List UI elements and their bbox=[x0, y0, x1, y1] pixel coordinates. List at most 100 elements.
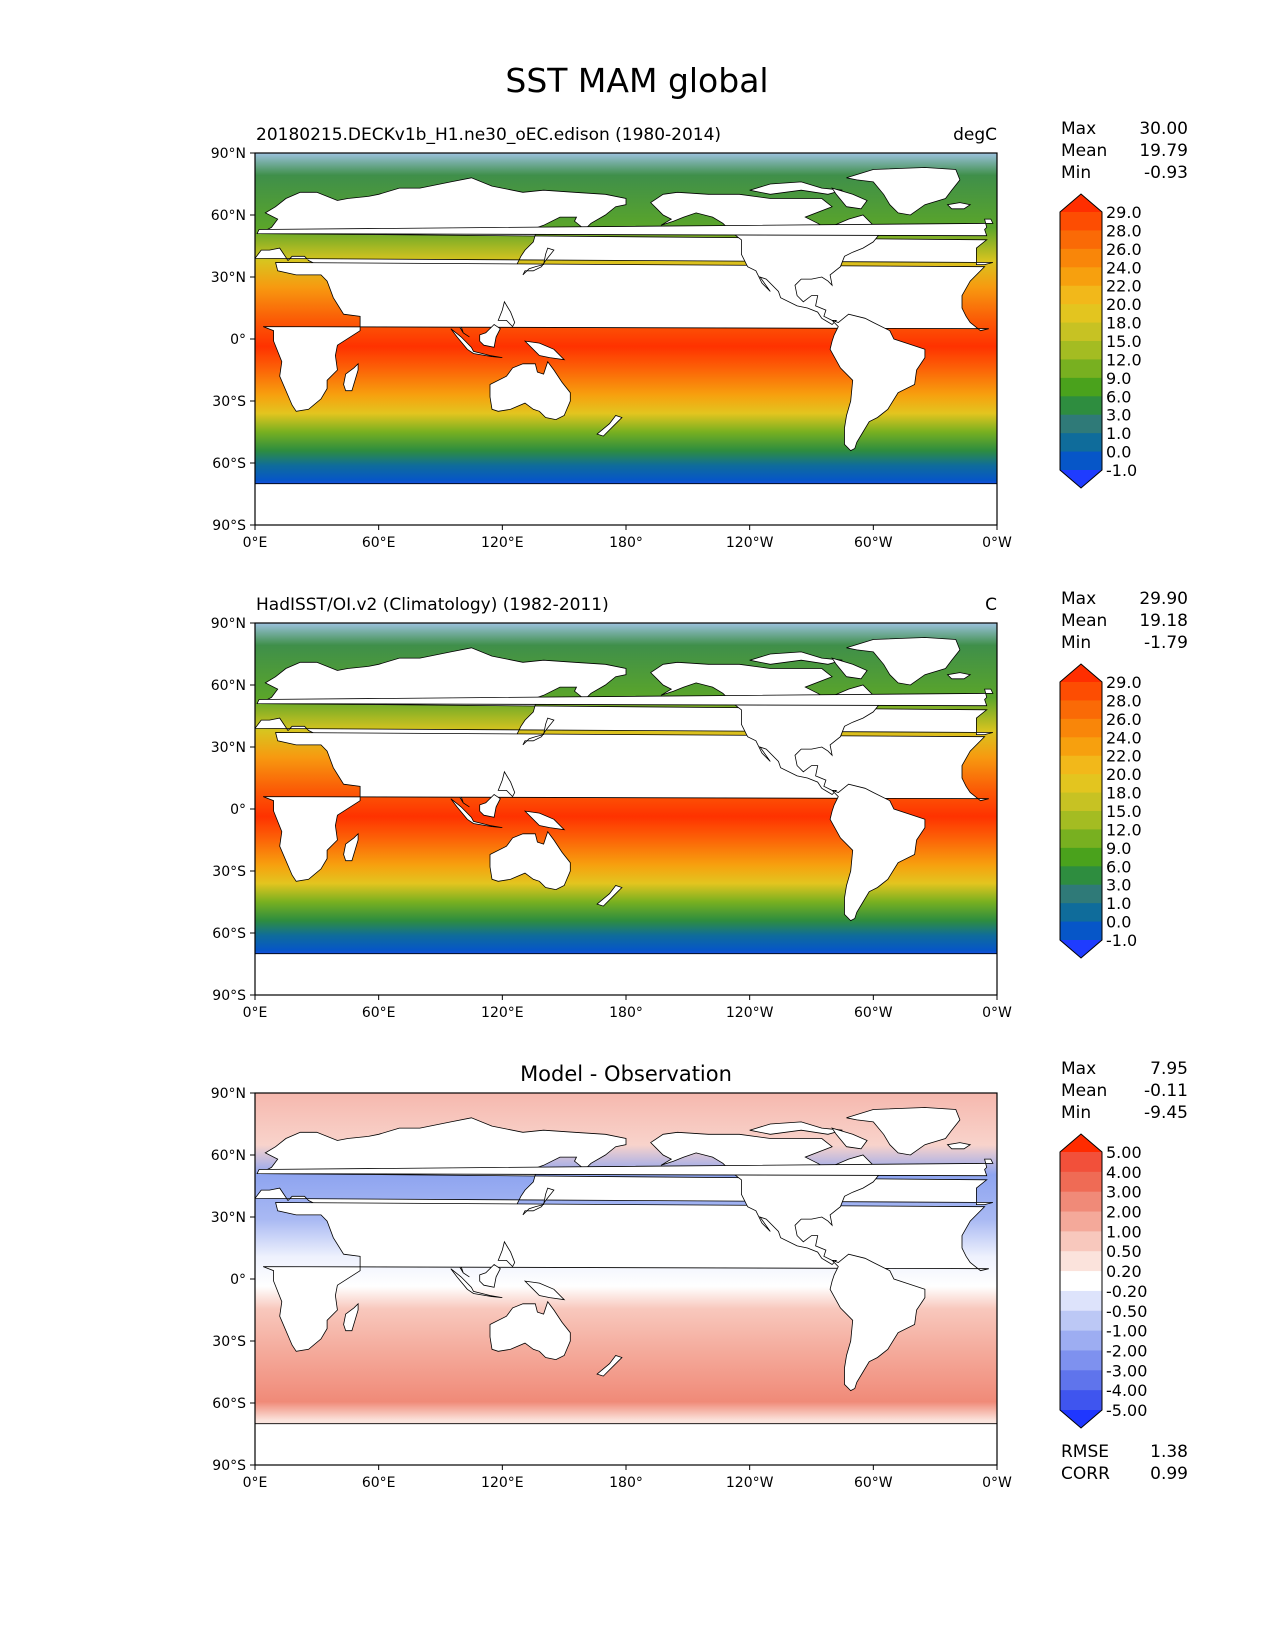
coastlines bbox=[8, 637, 997, 995]
land-greenland-wrap bbox=[105, 638, 218, 686]
land-canada_islands-wrap bbox=[8, 652, 101, 664]
land-s_america bbox=[829, 1253, 926, 1392]
colorbar-segment bbox=[1060, 359, 1102, 379]
lon-tick-label: 180° bbox=[609, 535, 643, 551]
lat-tick-label: 90°N bbox=[211, 146, 246, 162]
metric-value-corr: 0.99 bbox=[1150, 1464, 1188, 1484]
lon-tick-label: 60°W bbox=[854, 1005, 893, 1021]
stat-label-min: Min bbox=[1061, 163, 1091, 183]
land-s_america bbox=[829, 783, 926, 922]
stat-label-min: Min bbox=[1061, 633, 1091, 653]
lat-tick-label: 30°N bbox=[211, 270, 246, 286]
colorbar-label: -0.20 bbox=[1106, 1282, 1147, 1301]
colorbar-label: 9.0 bbox=[1106, 839, 1131, 858]
land-iceland bbox=[946, 672, 972, 680]
panel-title-left: 20180215.DECKv1b_H1.ne30_oEC.edison (198… bbox=[256, 125, 721, 145]
colorbar-label: 6.0 bbox=[1106, 857, 1131, 876]
colorbar-segment bbox=[1060, 1251, 1102, 1272]
panel-title: Model - Observation bbox=[520, 1062, 732, 1086]
colorbar-label: 0.20 bbox=[1106, 1262, 1142, 1281]
colorbar-segment bbox=[1060, 451, 1102, 471]
lon-tick-label: 180° bbox=[609, 1005, 643, 1021]
land-greenland bbox=[846, 637, 961, 686]
colorbar-segment bbox=[1060, 1191, 1102, 1213]
lat-tick-label: 30°S bbox=[212, 864, 246, 880]
land-iceland bbox=[946, 1142, 972, 1150]
land-madagascar bbox=[343, 362, 359, 392]
metric-value-rmse: 1.38 bbox=[1150, 1442, 1188, 1462]
colorbar-segment bbox=[1060, 1390, 1102, 1411]
colorbar-segment bbox=[1060, 285, 1102, 305]
stat-value-max: 7.95 bbox=[1150, 1059, 1188, 1079]
colorbar-segment bbox=[1060, 1330, 1102, 1351]
lon-tick-label: 0°E bbox=[243, 535, 268, 551]
colorbar-segment bbox=[1060, 341, 1102, 360]
colorbar-segment bbox=[1060, 700, 1102, 720]
lat-tick-label: 90°N bbox=[211, 616, 246, 632]
colorbar-segment bbox=[1060, 755, 1102, 775]
colorbar-outline bbox=[1059, 193, 1103, 489]
figure-title: SST MAM global bbox=[505, 61, 768, 100]
colorbar-label: 18.0 bbox=[1106, 784, 1142, 803]
colorbar-label: 3.0 bbox=[1106, 406, 1131, 425]
colorbar-extend-bottom bbox=[1060, 470, 1102, 488]
lon-tick-label: 60°E bbox=[362, 535, 396, 551]
coastlines bbox=[0, 1107, 997, 1465]
map-panel-1: 90°N 60°N 30°N 0° 30°S 60°S 90°S0°E 60°E 120°E 18… bbox=[8, 119, 1188, 551]
colorbar-label: 29.0 bbox=[1106, 673, 1142, 692]
stat-value-max: 30.00 bbox=[1139, 119, 1188, 139]
colorbar-label: 15.0 bbox=[1106, 332, 1142, 351]
colorbar-segment bbox=[1060, 921, 1102, 941]
land-philippines bbox=[497, 770, 516, 798]
colorbar-label: 3.0 bbox=[1106, 876, 1131, 895]
colorbar-label: -5.00 bbox=[1106, 1401, 1147, 1420]
land-borneo bbox=[479, 323, 501, 348]
lon-tick-label: 120°E bbox=[481, 1005, 524, 1021]
colorbar-label: 26.0 bbox=[1106, 710, 1142, 729]
land-britain bbox=[256, 218, 994, 237]
land-new_guinea bbox=[523, 810, 566, 831]
land-new_guinea bbox=[523, 340, 566, 361]
colorbar-label: 15.0 bbox=[1106, 802, 1142, 821]
land-canada_islands-wrap bbox=[8, 182, 101, 194]
colorbar-extend-top bbox=[1060, 194, 1102, 212]
colorbar-label: 28.0 bbox=[1106, 221, 1142, 240]
lat-tick-label: 0° bbox=[230, 1272, 246, 1288]
lon-tick-label: 180° bbox=[609, 1475, 643, 1491]
lat-tick-label: 90°S bbox=[212, 988, 246, 1004]
colorbar-segment bbox=[1060, 1211, 1102, 1232]
colorbar-segment bbox=[1060, 1271, 1102, 1292]
land-borneo bbox=[479, 1263, 501, 1288]
colorbar-segment bbox=[1060, 829, 1102, 849]
colorbar-segment bbox=[1060, 1231, 1102, 1252]
colorbar-label: -2.00 bbox=[1106, 1341, 1147, 1360]
stat-value-min: -9.45 bbox=[1144, 1103, 1188, 1123]
colorbar-label: -4.00 bbox=[1106, 1381, 1147, 1400]
colorbar-segment bbox=[1060, 433, 1102, 453]
lat-tick-label: 60°N bbox=[211, 678, 246, 694]
land-madagascar bbox=[343, 1302, 359, 1332]
lat-tick-label: 60°S bbox=[212, 926, 246, 942]
lon-tick-label: 60°W bbox=[854, 535, 893, 551]
land-indonesia bbox=[450, 1268, 503, 1298]
colorbar-label: 0.0 bbox=[1106, 913, 1131, 932]
stat-value-mean: -0.11 bbox=[1144, 1081, 1188, 1101]
stat-label-min: Min bbox=[1061, 1103, 1091, 1123]
lon-tick-label: 0°W bbox=[982, 1475, 1012, 1491]
colorbar-label: 20.0 bbox=[1106, 765, 1142, 784]
land-n_america-wrap bbox=[0, 1132, 140, 1264]
colorbar-label: -0.50 bbox=[1106, 1302, 1147, 1321]
land-philippines bbox=[497, 1240, 516, 1268]
land-baffin bbox=[831, 187, 868, 210]
lat-tick-label: 60°N bbox=[211, 208, 246, 224]
land-baffin-wrap bbox=[90, 658, 125, 679]
lon-tick-label: 0°E bbox=[243, 1005, 268, 1021]
colorbar-label: 26.0 bbox=[1106, 240, 1142, 259]
land-antarctica bbox=[255, 483, 997, 525]
land-japan bbox=[522, 717, 555, 746]
land-baffin-wrap bbox=[90, 1128, 125, 1149]
colorbar-segment bbox=[1060, 737, 1102, 757]
land-greenland-wrap bbox=[105, 1108, 218, 1156]
colorbar-segment bbox=[1060, 1310, 1102, 1332]
land-new_zealand bbox=[596, 1355, 623, 1377]
